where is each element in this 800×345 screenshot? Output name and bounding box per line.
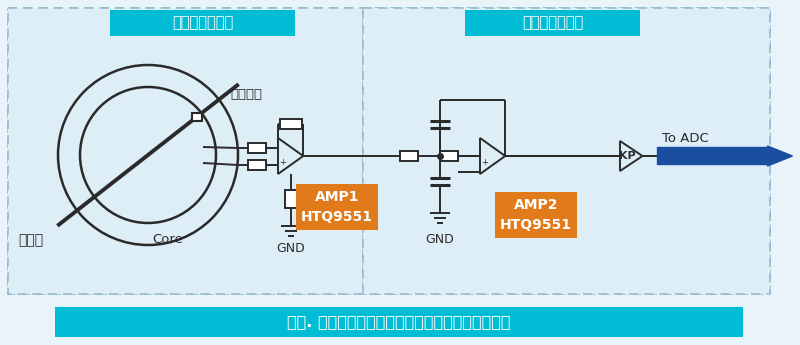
- Bar: [400, 151, 418, 161]
- Bar: [110, 10, 295, 36]
- Text: KP: KP: [618, 151, 635, 161]
- Bar: [192, 113, 202, 121]
- Bar: [363, 8, 770, 294]
- Text: AMP2
HTQ9551: AMP2 HTQ9551: [500, 198, 572, 232]
- Text: 图二. 车载系统霍尔电流传感器电流采样电路示意图: 图二. 车载系统霍尔电流传感器电流采样电路示意图: [287, 315, 510, 329]
- Text: 电流传感器模块: 电流传感器模块: [172, 16, 233, 30]
- Text: GND: GND: [276, 242, 305, 255]
- Bar: [248, 160, 266, 170]
- Text: To ADC: To ADC: [662, 131, 710, 145]
- Text: Core: Core: [153, 233, 183, 246]
- Bar: [296, 184, 378, 230]
- Bar: [8, 8, 363, 294]
- Bar: [280, 119, 302, 129]
- Bar: [8, 8, 770, 294]
- Bar: [495, 192, 577, 238]
- Text: 主电流: 主电流: [18, 233, 43, 247]
- Bar: [285, 190, 297, 208]
- Text: 霍尔元件: 霍尔元件: [230, 89, 262, 101]
- Text: GND: GND: [426, 233, 454, 246]
- FancyArrow shape: [658, 146, 793, 166]
- Text: +: +: [279, 158, 286, 167]
- Bar: [465, 10, 640, 36]
- Bar: [248, 143, 266, 153]
- Text: AMP1
HTQ9551: AMP1 HTQ9551: [301, 190, 373, 224]
- Bar: [440, 151, 458, 161]
- Text: 滤波和同步模块: 滤波和同步模块: [522, 16, 583, 30]
- Bar: [55, 307, 743, 337]
- Text: +: +: [482, 158, 489, 167]
